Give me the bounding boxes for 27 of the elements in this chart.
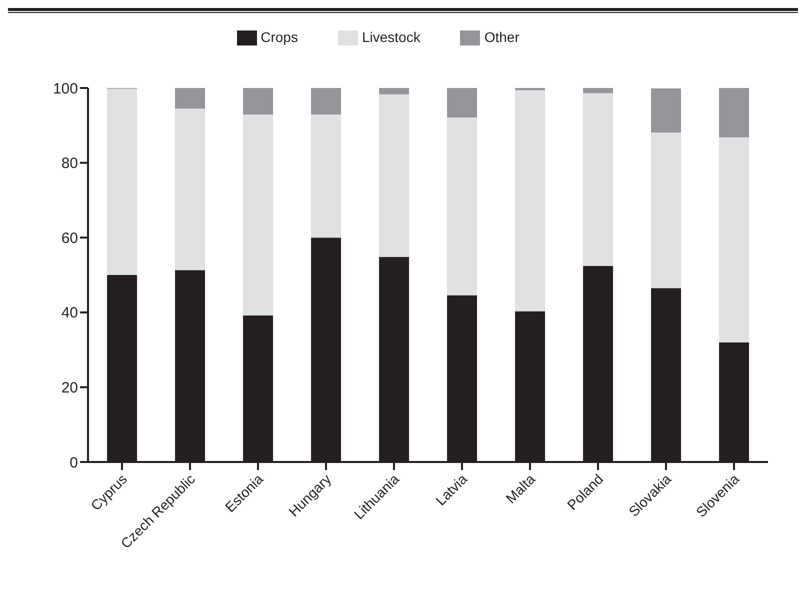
bar xyxy=(175,108,206,270)
bar xyxy=(583,93,614,266)
y-tick-label: 40 xyxy=(61,304,78,322)
y-tick-label: 80 xyxy=(61,155,78,172)
bar xyxy=(447,88,478,118)
legend-label: Livestock xyxy=(362,29,420,46)
y-tick-label: 100 xyxy=(52,80,78,98)
bar xyxy=(243,88,274,115)
bar xyxy=(379,88,410,94)
bar xyxy=(583,88,614,94)
legend-label: Other xyxy=(484,29,520,46)
bar xyxy=(243,114,274,316)
bar xyxy=(107,88,138,275)
bar xyxy=(651,88,682,133)
bar xyxy=(175,88,206,109)
bar xyxy=(311,88,342,115)
bar xyxy=(719,88,750,138)
bar xyxy=(311,114,342,238)
bar xyxy=(515,90,546,312)
y-tick-label: 0 xyxy=(70,454,78,472)
bar xyxy=(379,94,410,258)
bar xyxy=(651,132,682,288)
y-tick-label: 20 xyxy=(61,380,78,397)
bar xyxy=(447,118,478,296)
bar xyxy=(719,137,750,342)
legend-label: Crops xyxy=(260,29,298,46)
y-tick-label: 60 xyxy=(61,230,78,247)
